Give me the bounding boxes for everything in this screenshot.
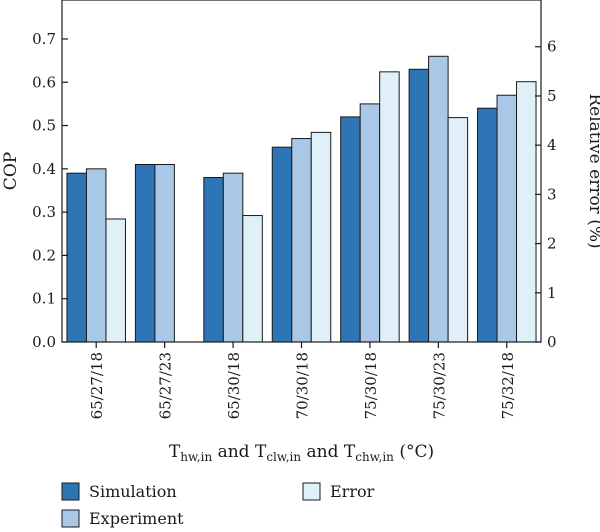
legend-label-experiment: Experiment (89, 509, 184, 528)
right-tick-label: 0 (547, 333, 557, 351)
bar-error-4 (379, 71, 400, 343)
bar-error-2 (242, 215, 263, 343)
x-axis-title-part: (°C) (394, 442, 434, 462)
x-axis-title-part: T (169, 442, 181, 462)
right-tick-label: 5 (547, 87, 557, 105)
bar-simulation-5 (408, 68, 430, 343)
legend-label-simulation: Simulation (89, 482, 177, 501)
left-tick-label: 0.0 (32, 333, 56, 351)
bar-error-6 (516, 81, 537, 343)
x-tick-label: 75/30/18 (362, 352, 380, 419)
bar-simulation-6 (477, 107, 498, 343)
left-tick-label: 0.2 (32, 246, 56, 264)
x-axis-title-part: and T (301, 442, 356, 462)
legend-swatch-error (302, 482, 321, 501)
y-axis-title-left: COP (1, 152, 21, 190)
left-tick-label: 0.3 (32, 203, 56, 221)
x-tick-label: 65/27/18 (88, 352, 106, 419)
x-axis-title: Thw,in and Tclw,in and Tchw,in (°C) (169, 442, 434, 464)
x-tick-label: 75/30/23 (430, 352, 448, 419)
x-tick-label: 65/27/23 (157, 352, 175, 419)
right-tick-label: 6 (547, 38, 557, 56)
x-axis-title-subscript: hw,in (180, 450, 212, 464)
bar-experiment-6 (496, 94, 518, 343)
x-tick-label: 70/30/18 (294, 352, 312, 419)
bar-simulation-1 (134, 164, 156, 343)
bar-simulation-2 (203, 176, 224, 343)
right-tick-label: 3 (547, 185, 557, 203)
left-tick-label: 0.5 (32, 117, 56, 135)
bar-experiment-1 (154, 164, 175, 343)
legend-swatch-simulation (61, 482, 80, 501)
left-axis: 0.0 0.1 0.2 0.3 0.4 0.5 0.6 0.7 (32, 30, 68, 351)
x-axis-title-subscript: clw,in (266, 450, 301, 464)
x-tick-label: 65/30/18 (225, 352, 243, 419)
bar-error-3 (310, 131, 332, 343)
bar-error-5 (447, 117, 469, 343)
bar-simulation-4 (340, 116, 361, 343)
legend-swatch-experiment (61, 509, 80, 528)
bar-experiment-3 (291, 138, 312, 343)
x-axis-title-part: and T (212, 442, 267, 462)
y-axis-title-right: Relative error (%) (585, 93, 600, 248)
left-tick-label: 0.4 (32, 160, 56, 178)
bars-layer (66, 55, 537, 343)
right-tick-label: 2 (547, 235, 557, 253)
bar-simulation-3 (271, 146, 293, 343)
left-tick-label: 0.6 (32, 73, 56, 91)
x-axis: 65/27/18 65/27/23 65/30/18 70/30/18 75/30/18… (88, 342, 517, 419)
x-tick-label: 75/32/18 (499, 352, 517, 419)
bar-experiment-2 (222, 172, 244, 343)
left-tick-label: 0.7 (32, 30, 56, 48)
left-tick-label: 0.1 (32, 290, 56, 308)
right-tick-label: 4 (547, 136, 557, 154)
bar-error-0 (105, 218, 126, 343)
x-axis-title-subscript: chw,in (355, 450, 394, 464)
bar-experiment-4 (359, 103, 381, 343)
right-tick-label: 1 (547, 284, 557, 302)
legend: Simulation Experiment Error (61, 482, 375, 528)
bar-simulation-0 (66, 172, 87, 343)
bar-experiment-5 (428, 55, 449, 343)
legend-label-error: Error (330, 482, 375, 501)
bar-experiment-0 (85, 168, 107, 343)
right-axis: 0 1 2 3 4 5 6 (535, 38, 557, 351)
